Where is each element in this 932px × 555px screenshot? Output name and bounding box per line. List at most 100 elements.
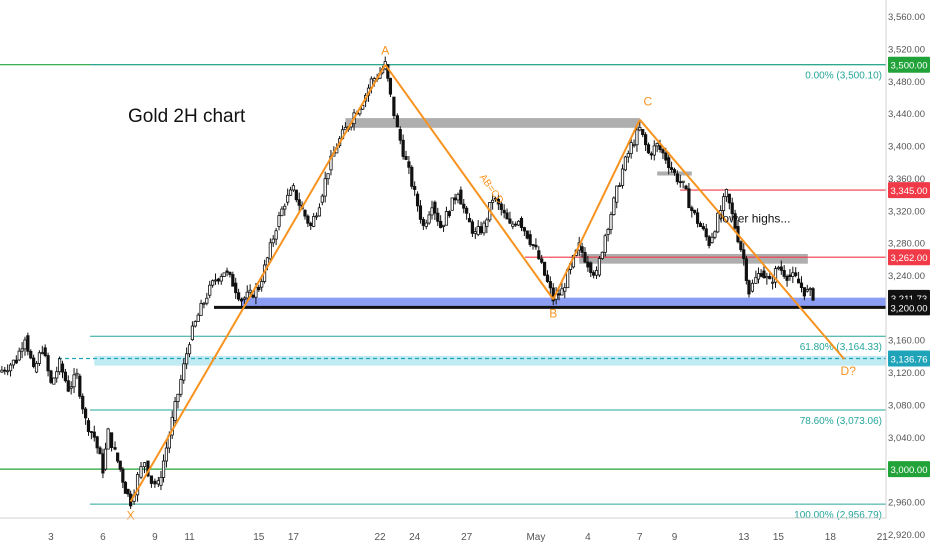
x-tick-label: 24 <box>409 532 421 543</box>
candle-body <box>785 275 789 281</box>
candle-body <box>750 282 755 292</box>
candle-body <box>808 288 812 291</box>
candle-body <box>225 270 229 273</box>
candle-body <box>149 475 154 484</box>
candle-body <box>211 280 215 286</box>
x-tick-label: 9 <box>672 532 678 543</box>
candle-body <box>37 352 42 364</box>
price-badge-label-1: 3,345.00 <box>891 186 928 197</box>
candle-body <box>190 325 195 341</box>
candle-body <box>260 281 264 288</box>
price-badge-0 <box>888 56 930 73</box>
candle-body <box>528 234 532 245</box>
candle-body <box>343 126 348 131</box>
candle-body <box>84 408 88 419</box>
candle-body <box>326 173 330 180</box>
y-tick-label: 3,240.00 <box>888 271 925 282</box>
y-axis-background <box>886 0 932 550</box>
candle-body <box>242 297 246 300</box>
candle-body <box>652 145 656 156</box>
price-badge-label-0: 3,500.00 <box>891 61 928 72</box>
candle-body <box>29 350 33 359</box>
candle-body <box>638 127 642 131</box>
pattern-leg-AB <box>384 64 555 300</box>
candle-body <box>739 241 743 251</box>
candle-body <box>185 353 189 365</box>
candle-body <box>730 202 734 215</box>
candle-body <box>704 228 708 238</box>
candle-body <box>594 270 599 276</box>
candle-body <box>658 145 662 150</box>
candle-body <box>756 273 761 280</box>
candle-body <box>161 460 166 478</box>
candle-body <box>309 222 313 227</box>
candle-body <box>418 205 423 220</box>
candle-body <box>491 199 495 203</box>
candle-body <box>187 344 192 355</box>
candle-body <box>101 453 105 474</box>
candle-body <box>320 195 324 203</box>
candle-body <box>176 393 180 402</box>
y-tick-label: 3,440.00 <box>888 109 925 120</box>
candle-body <box>444 211 449 226</box>
candle-body <box>560 288 564 296</box>
candle-body <box>479 226 483 234</box>
candle-body <box>245 291 249 299</box>
candle-body <box>164 447 169 462</box>
candle-body <box>563 287 567 292</box>
pattern-label-B: B <box>549 306 557 320</box>
candle-body <box>799 282 804 288</box>
candle-body <box>257 286 261 291</box>
resistance-zone-a <box>345 118 640 128</box>
fibonacci-layer: 0.00% (3,500.10) 61.80% (3,164.33) 78.60% … <box>90 64 886 521</box>
candle-body <box>439 220 443 229</box>
candle-body <box>667 157 671 169</box>
price-badge-2 <box>888 249 930 266</box>
candle-body <box>675 173 679 183</box>
fib-label-2: 78.60% (3,073.06) <box>800 416 882 427</box>
candle-body <box>534 244 538 248</box>
candle-body <box>698 223 703 228</box>
candle-body <box>121 468 125 483</box>
x-tick-label: 4 <box>585 532 591 543</box>
candle-body <box>216 278 220 282</box>
candle-body <box>14 359 18 364</box>
candle-body <box>196 314 200 322</box>
candle-body <box>811 288 815 301</box>
candle-body <box>695 212 700 224</box>
candle-body <box>46 355 50 372</box>
pattern-label-C: C <box>644 95 653 109</box>
candle-body <box>303 209 307 217</box>
x-tick-label: 13 <box>738 532 750 543</box>
candle-body <box>213 279 218 282</box>
price-badge-label-6: 3,000.00 <box>891 465 928 476</box>
candle-body <box>294 189 298 201</box>
candle-body <box>782 270 786 277</box>
candle-body <box>742 249 746 260</box>
pattern-leg-BC <box>552 119 641 300</box>
candle-body <box>222 272 226 277</box>
candle-body <box>23 339 27 350</box>
candle-body <box>193 321 197 327</box>
candle-body <box>421 219 425 226</box>
candle-body <box>395 115 399 128</box>
candle-body <box>747 280 751 295</box>
y-tick-label: 3,400.00 <box>888 142 925 153</box>
candle-body <box>283 205 287 210</box>
candle-body <box>8 364 13 372</box>
x-tick-label: 3 <box>48 532 54 543</box>
candle-body <box>427 214 431 224</box>
candle-body <box>135 474 140 496</box>
fib-label-3: 100.00% (2,956.79) <box>794 510 882 521</box>
candle-body <box>776 266 781 270</box>
candle-body <box>733 213 737 229</box>
candle-body <box>392 96 396 117</box>
y-tick-label: 3,160.00 <box>888 336 925 347</box>
candle-body <box>60 363 65 373</box>
candle-body <box>727 193 731 204</box>
candle-body <box>398 129 402 141</box>
x-tick-label: 6 <box>100 532 106 543</box>
candle-body <box>75 372 79 376</box>
candle-body <box>710 236 714 244</box>
